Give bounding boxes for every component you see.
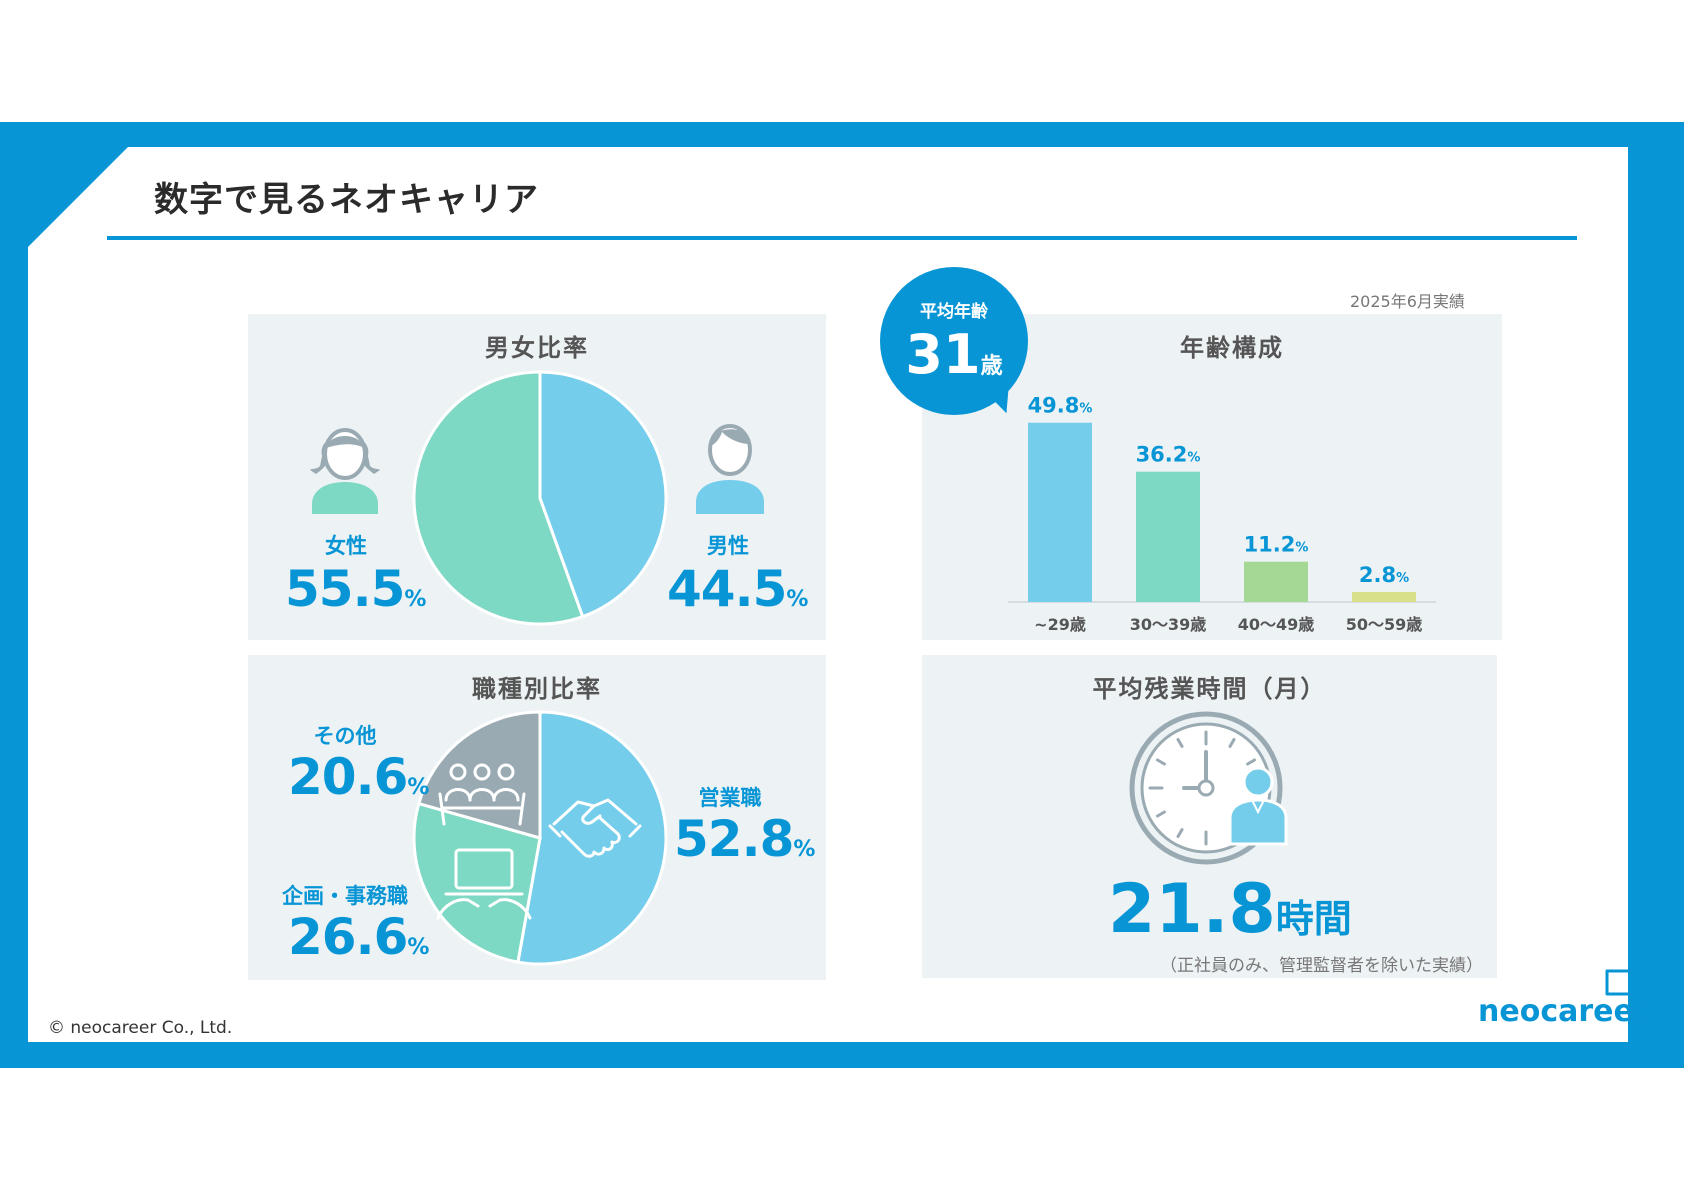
age-panel: 年齢構成	[922, 314, 1502, 640]
admin-value: 26.6%	[288, 908, 429, 966]
clock-tick	[1156, 758, 1166, 766]
bar-2	[1244, 561, 1308, 602]
age-bar-chart: 49.8% ~29歳 36.2% 30～39歳 11.2% 40～49歳 2.8% 50～59…	[1008, 394, 1436, 634]
avg-age-bubble: 平均年齢 31歳	[880, 267, 1028, 415]
bar-3	[1352, 591, 1416, 602]
clock-person-icon	[1129, 711, 1288, 865]
neocareer-logo: neocareer	[1478, 994, 1649, 1029]
pie-slice-male	[538, 370, 668, 619]
handshake-icon	[548, 798, 642, 858]
clock-tick	[1156, 810, 1166, 818]
sales-value-number: 52.8	[674, 810, 794, 868]
bar-value-label-2: 11.2%	[1244, 533, 1309, 557]
other-value-number: 20.6	[288, 748, 408, 806]
admin-value-unit: %	[407, 935, 429, 960]
other-value: 20.6%	[288, 748, 429, 806]
admin-value-number: 26.6	[288, 908, 408, 966]
overtime-value-number: 21.8	[1108, 870, 1276, 949]
x-tick-label-3: 50～59歳	[1346, 615, 1423, 634]
copyright: © neocareer Co., Ltd.	[48, 1018, 233, 1038]
male-value: 44.5%	[667, 560, 808, 618]
meeting-icon	[438, 763, 526, 826]
bar-value-unit-1: %	[1187, 451, 1200, 466]
overtime-panel-title: 平均残業時間（月）	[1092, 675, 1327, 703]
avg-age-number: 31	[905, 323, 981, 386]
speech-bubble-logo-icon	[1605, 969, 1651, 1006]
title-underline	[107, 236, 1577, 240]
pie-slice-sales	[516, 710, 668, 966]
clock-tick	[1176, 738, 1184, 748]
x-tick-label-2: 40～49歳	[1238, 615, 1315, 634]
bar-value-unit-3: %	[1396, 571, 1409, 586]
clock-tick	[1176, 828, 1184, 838]
x-tick-label-1: 30～39歳	[1130, 615, 1207, 634]
laptop-icon	[436, 848, 532, 920]
female-value-unit: %	[404, 587, 426, 612]
other-value-unit: %	[407, 775, 429, 800]
gender-panel-title: 男女比率	[485, 334, 589, 362]
page-title: 数字で見るネオキャリア	[154, 180, 539, 220]
bar-value-label-3: 2.8%	[1359, 563, 1409, 587]
pie-slice-female	[412, 370, 585, 626]
male-value-number: 44.5	[667, 560, 787, 618]
avg-age-value: 31歳	[880, 323, 1028, 386]
age-panel-title: 年齢構成	[1180, 334, 1284, 362]
male-person-icon	[696, 424, 764, 514]
overtime-note: （正社員のみ、管理監督者を除いた実績）	[1160, 956, 1483, 976]
overtime-value-unit: 時間	[1275, 897, 1352, 941]
male-label: 男性	[707, 534, 749, 558]
sales-value: 52.8%	[674, 810, 815, 868]
clock-tick	[1246, 758, 1256, 766]
female-person-icon	[310, 428, 380, 514]
clock-tick	[1228, 738, 1236, 748]
job-panel-title: 職種別比率	[472, 675, 602, 703]
female-value: 55.5%	[285, 560, 426, 618]
bar-0	[1028, 422, 1092, 602]
gender-pie-chart	[412, 370, 668, 626]
job-pie-chart	[412, 710, 668, 966]
bar-1	[1136, 471, 1200, 602]
avg-age-unit: 歳	[980, 354, 1003, 379]
overtime-value: 21.8時間	[1108, 870, 1352, 949]
x-tick-label-0: ~29歳	[1034, 615, 1086, 634]
other-label: その他	[313, 724, 377, 748]
sales-label: 営業職	[698, 786, 762, 810]
avg-age-label: 平均年齢	[920, 302, 988, 322]
female-value-number: 55.5	[285, 560, 405, 618]
female-label: 女性	[325, 534, 367, 558]
sales-value-unit: %	[793, 837, 815, 862]
date-note: 2025年6月実績	[1350, 292, 1465, 311]
bar-value-label-0: 49.8%	[1028, 394, 1093, 418]
bar-value-unit-2: %	[1295, 541, 1308, 556]
admin-label: 企画・事務職	[282, 884, 408, 908]
bar-value-unit-0: %	[1079, 402, 1092, 417]
bar-value-label-1: 36.2%	[1136, 443, 1201, 467]
male-value-unit: %	[786, 587, 808, 612]
pie-slice-admin	[412, 801, 542, 964]
